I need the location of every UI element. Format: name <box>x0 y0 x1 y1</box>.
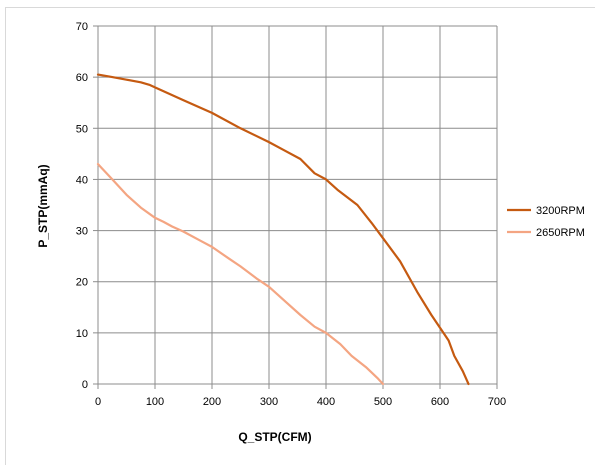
y-tick-label: 30 <box>76 226 88 238</box>
x-tick-labels: 0 100 200 300 400 500 600 700 <box>95 396 506 408</box>
x-tick-label: 200 <box>203 396 221 408</box>
x-tick-label: 0 <box>95 396 101 408</box>
x-axis-title: Q_STP(CFM) <box>238 430 311 444</box>
x-tick-label: 500 <box>374 396 392 408</box>
y-tick-labels: 0 10 20 30 40 50 60 70 <box>76 21 88 391</box>
legend: 3200RPM 2650RPM <box>507 205 585 239</box>
grid-lines <box>98 25 498 384</box>
y-tick-label: 60 <box>76 72 88 84</box>
x-tick-label: 600 <box>431 396 449 408</box>
series-line-3200rpm <box>96 73 470 386</box>
y-tick-label: 10 <box>76 328 88 340</box>
series-lines <box>96 73 470 386</box>
x-tick-label: 100 <box>146 396 164 408</box>
y-tick-label: 40 <box>76 174 88 186</box>
legend-label-3200rpm: 3200RPM <box>536 205 585 217</box>
x-tick-label: 700 <box>488 396 506 408</box>
legend-label-2650rpm: 2650RPM <box>536 227 585 239</box>
y-axis-title: P_STP(mmAq) <box>36 164 50 247</box>
y-tick-label: 50 <box>76 123 88 135</box>
y-tick-label: 0 <box>82 379 88 391</box>
x-tick-label: 400 <box>317 396 335 408</box>
series-line-2650rpm <box>96 163 385 386</box>
y-tick-label: 70 <box>76 21 88 33</box>
axes <box>93 25 498 389</box>
y-tick-label: 20 <box>76 277 88 289</box>
x-tick-label: 300 <box>260 396 278 408</box>
chart-frame <box>5 7 595 465</box>
